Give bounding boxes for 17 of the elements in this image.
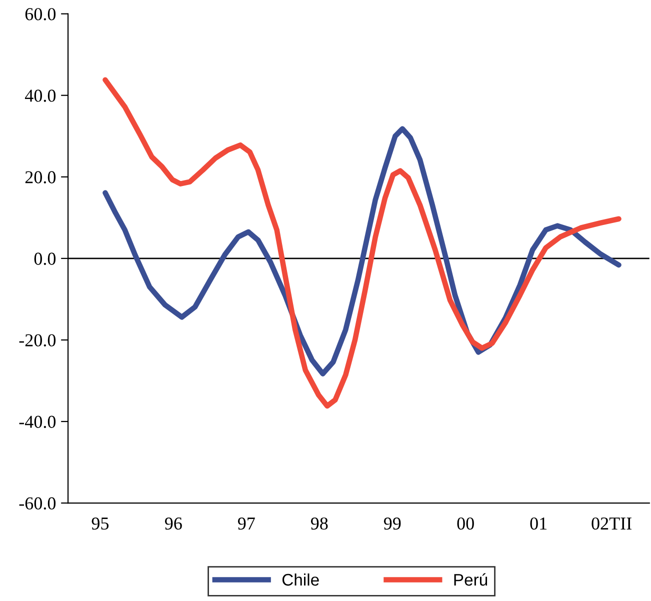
y-tick-label: 0.0 [34,252,56,265]
x-tick-label: 96 [164,518,182,530]
y-tick-label: 20.0 [25,171,56,184]
x-tick-label: 97 [238,518,255,530]
x-tick-label: 00 [457,517,474,530]
x-tick-label: 01 [530,517,547,530]
x-tick-label: 95 [92,518,109,530]
y-tick-label: -60.0 [19,497,56,510]
y-tick-label: -40.0 [19,416,56,428]
y-tick-label: 40.0 [24,90,56,102]
y-tick-label: 60.0 [25,8,56,20]
legend-label: Chile [282,573,319,586]
x-tick-label: 98 [310,517,328,530]
legend-label: Perú [454,573,488,586]
x-tick-label: 99 [384,518,401,530]
y-tick-label: -20.0 [19,334,56,346]
x-tick-label: 02TII [592,517,632,530]
